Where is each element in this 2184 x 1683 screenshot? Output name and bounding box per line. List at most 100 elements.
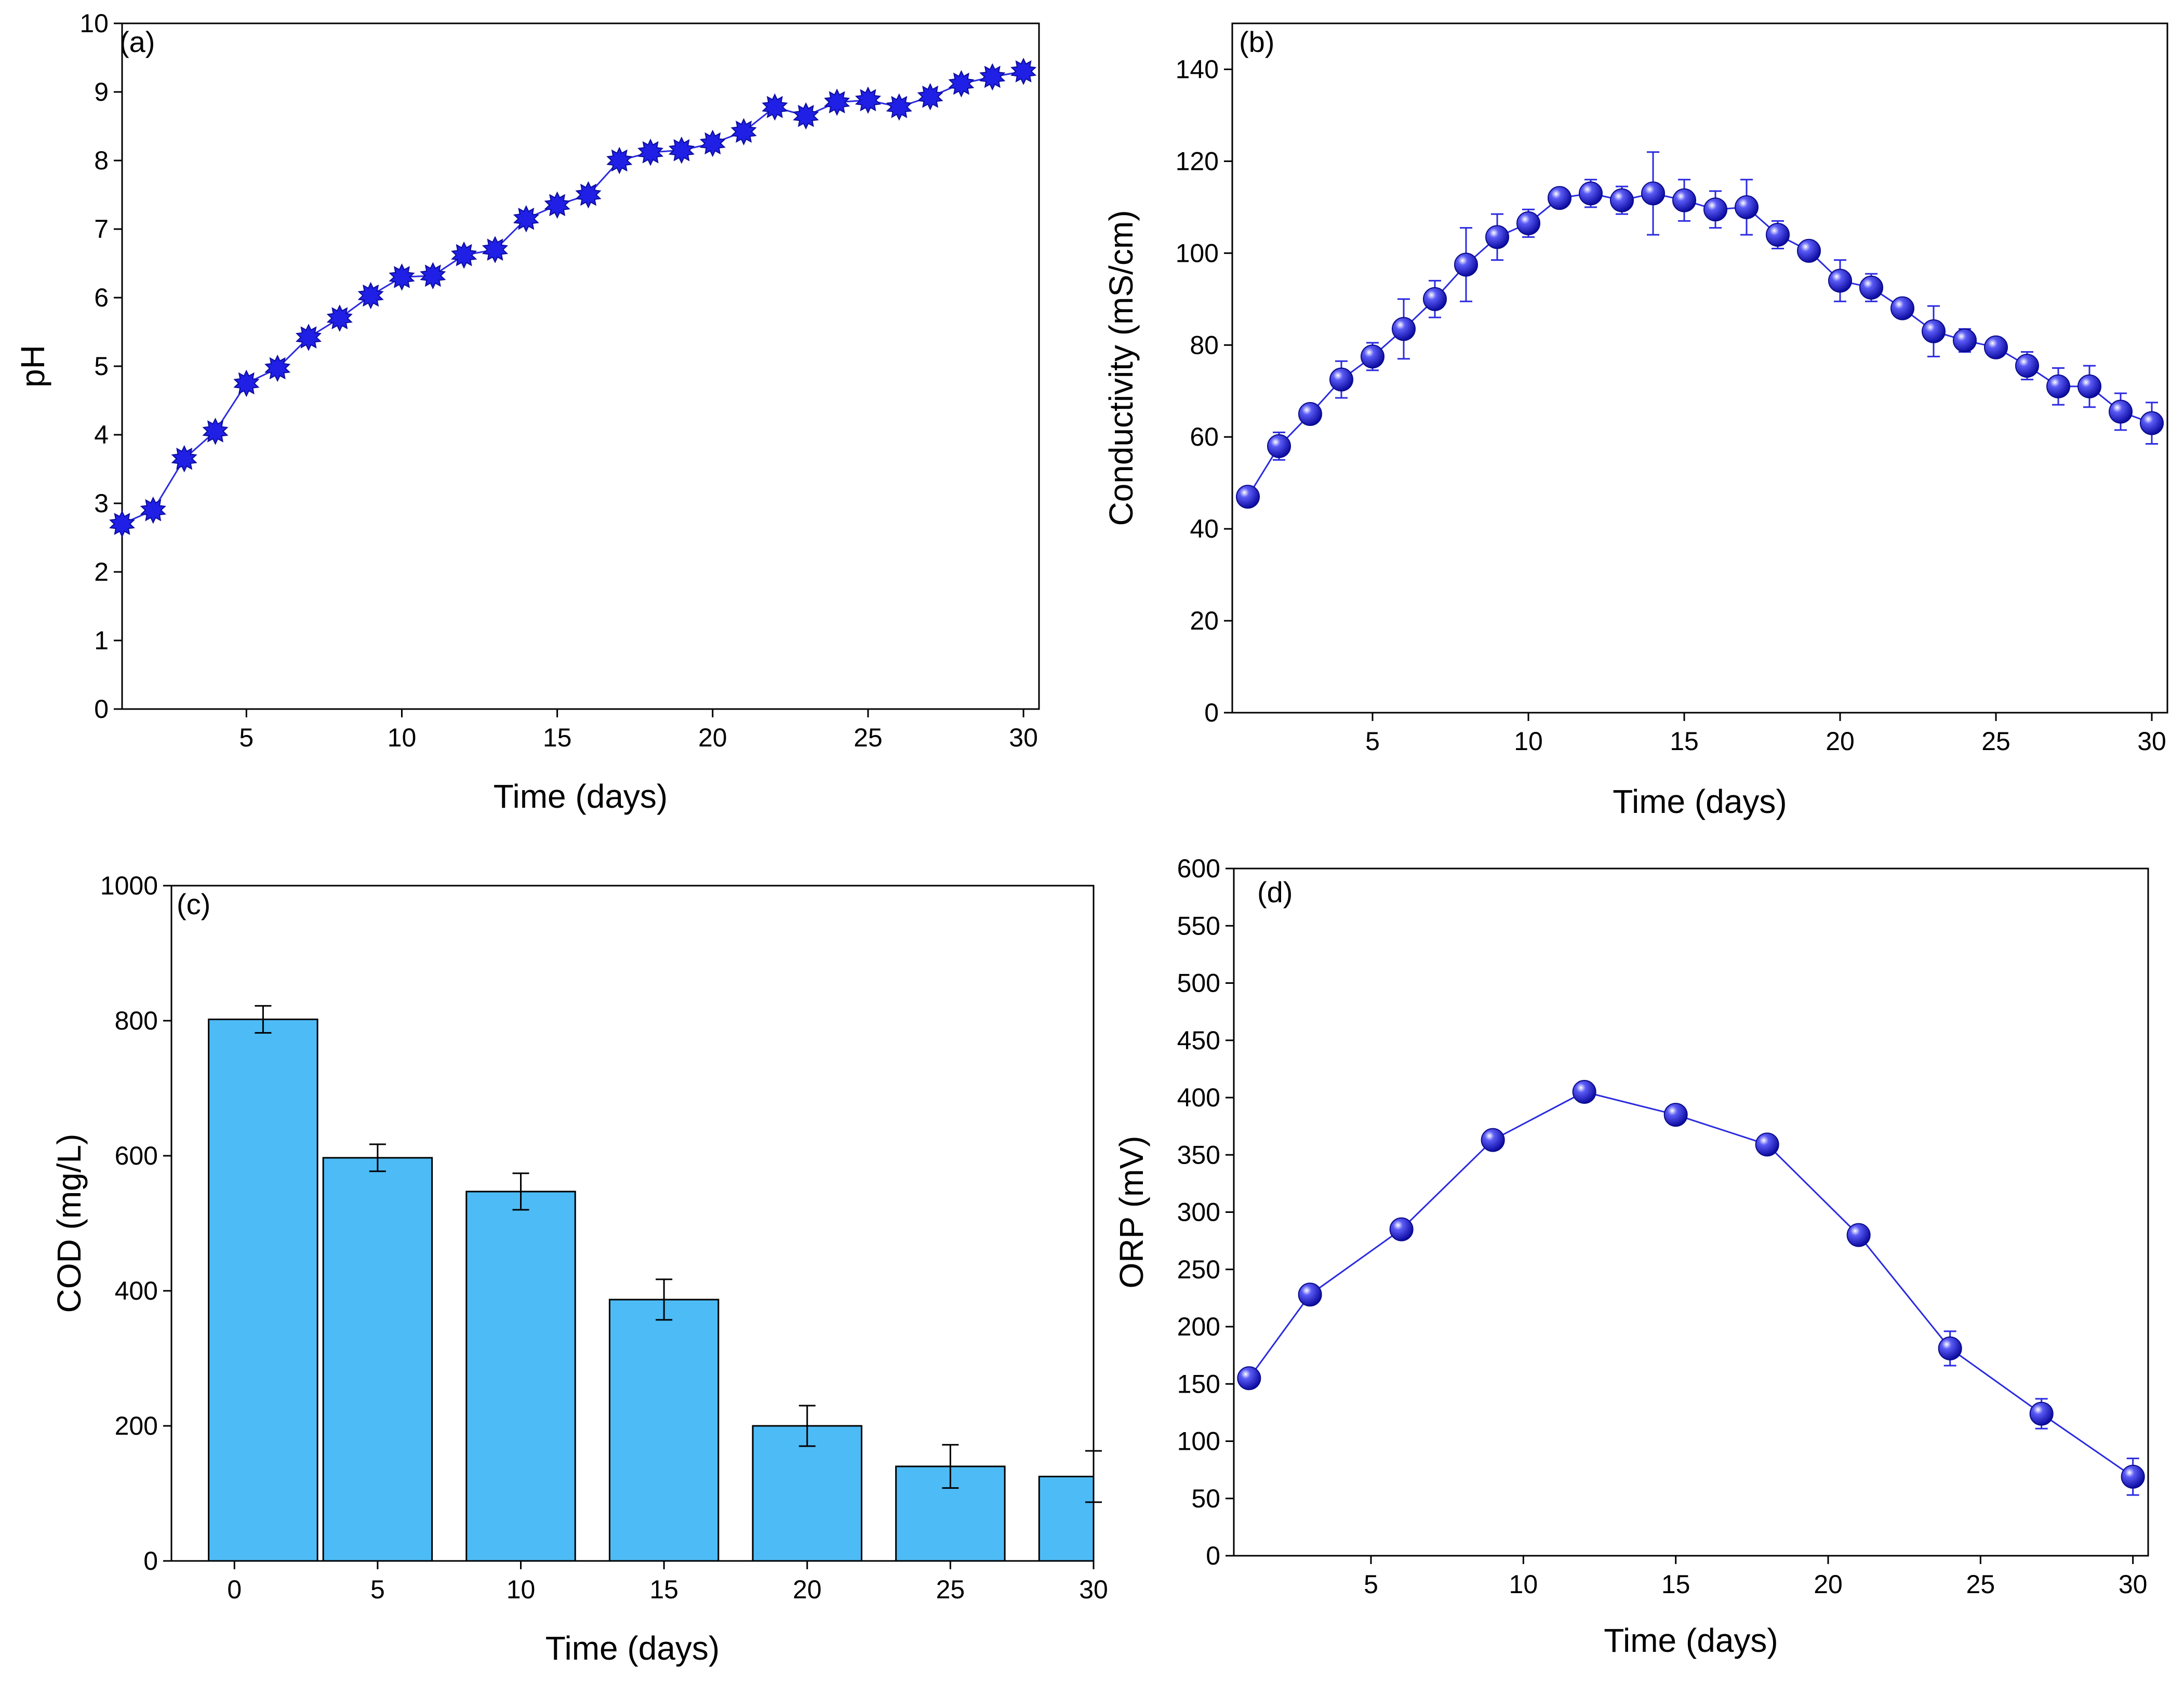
data-point[interactable] xyxy=(1423,287,1447,311)
data-point[interactable] xyxy=(264,354,291,382)
data-point[interactable] xyxy=(513,205,539,233)
data-point[interactable] xyxy=(357,282,384,310)
data-point[interactable] xyxy=(824,88,850,116)
y-tick-label: 500 xyxy=(1177,969,1220,998)
x-tick-label: 10 xyxy=(1514,727,1543,756)
data-point[interactable] xyxy=(1392,317,1416,341)
data-point[interactable] xyxy=(2109,399,2133,424)
data-point[interactable] xyxy=(1454,252,1478,277)
bar[interactable] xyxy=(322,1157,433,1562)
data-point[interactable] xyxy=(1572,1079,1596,1104)
data-point[interactable] xyxy=(1485,225,1509,249)
data-point[interactable] xyxy=(1236,485,1260,509)
data-point[interactable] xyxy=(451,241,477,269)
data-point[interactable] xyxy=(1481,1128,1505,1152)
x-tick-label: 5 xyxy=(1364,1570,1378,1599)
data-point[interactable] xyxy=(1828,269,1852,293)
data-point[interactable] xyxy=(1641,181,1665,206)
data-point[interactable] xyxy=(917,83,943,111)
y-tick-label: 300 xyxy=(1177,1198,1220,1227)
y-tick-label: 80 xyxy=(1190,330,1219,359)
x-tick-label: 15 xyxy=(649,1575,678,1604)
data-point[interactable] xyxy=(140,496,166,524)
data-point[interactable] xyxy=(482,236,509,263)
data-point[interactable] xyxy=(2046,374,2070,398)
data-point[interactable] xyxy=(1548,186,1572,210)
data-point[interactable] xyxy=(1237,1366,1261,1391)
data-point[interactable] xyxy=(762,93,788,121)
x-tick-label: 30 xyxy=(2119,1570,2148,1599)
data-point[interactable] xyxy=(2015,354,2039,378)
data-point[interactable] xyxy=(544,191,570,219)
data-point[interactable] xyxy=(1766,222,1790,247)
data-point[interactable] xyxy=(1922,319,1946,343)
data-point[interactable] xyxy=(1859,275,1883,300)
data-point[interactable] xyxy=(326,304,353,332)
data-point[interactable] xyxy=(1735,195,1759,219)
x-tick-label: 30 xyxy=(1079,1575,1108,1604)
data-point[interactable] xyxy=(1672,188,1696,212)
data-point[interactable] xyxy=(1361,344,1384,369)
data-point[interactable] xyxy=(1890,296,1914,320)
data-point[interactable] xyxy=(1298,402,1322,426)
data-point[interactable] xyxy=(575,181,602,209)
panel-label: (b) xyxy=(1239,25,1274,58)
data-point[interactable] xyxy=(606,146,633,175)
data-point[interactable] xyxy=(1298,1283,1322,1307)
data-point[interactable] xyxy=(2029,1401,2054,1426)
data-point[interactable] xyxy=(1579,181,1603,206)
data-point[interactable] xyxy=(1516,211,1540,235)
data-point[interactable] xyxy=(2121,1464,2145,1489)
y-tick-label: 7 xyxy=(94,215,109,244)
data-point[interactable] xyxy=(1610,188,1634,212)
panel-c: 0 5 10 15 20 25 30 0 200 400 600 800 1000 Time (days)… xyxy=(50,871,1108,1667)
y-tick-label: 0 xyxy=(94,694,109,724)
data-point[interactable] xyxy=(389,263,415,291)
data-point[interactable] xyxy=(233,369,260,397)
y-tick-label: 550 xyxy=(1177,911,1220,940)
data-point[interactable] xyxy=(1010,58,1037,85)
bar[interactable] xyxy=(608,1299,720,1562)
data-point[interactable] xyxy=(948,70,975,98)
data-point[interactable] xyxy=(886,93,912,121)
data-point[interactable] xyxy=(2078,374,2101,398)
data-point[interactable] xyxy=(793,102,819,130)
y-tick-label: 0 xyxy=(1206,1541,1220,1570)
panel-a: 5 10 15 20 25 30 0 1 2 3 4 5 6 7 8 9 10 Time (days) pH (a) xyxy=(14,9,1040,815)
data-point[interactable] xyxy=(202,418,229,445)
data-point[interactable] xyxy=(1703,197,1727,222)
data-point[interactable] xyxy=(1953,328,1977,353)
x-tick-label: 30 xyxy=(2137,727,2166,756)
bar[interactable] xyxy=(465,1191,576,1562)
data-point[interactable] xyxy=(1267,434,1291,458)
data-point[interactable] xyxy=(1663,1103,1688,1127)
data-point[interactable] xyxy=(699,129,726,157)
y-tick-label: 600 xyxy=(115,1141,158,1170)
data-point[interactable] xyxy=(295,324,322,351)
bar[interactable] xyxy=(1038,1476,1095,1562)
data-point[interactable] xyxy=(1755,1132,1779,1157)
data-point[interactable] xyxy=(637,138,664,166)
y-tick-label: 2 xyxy=(94,557,109,586)
y-axis-title: Conductivity (mS/cm) xyxy=(1102,210,1140,526)
data-point[interactable] xyxy=(1984,335,2008,359)
data-point[interactable] xyxy=(171,445,197,473)
y-tick-label: 150 xyxy=(1177,1369,1220,1398)
y-tick-label: 140 xyxy=(1176,55,1219,84)
data-point[interactable] xyxy=(2140,411,2164,435)
data-point[interactable] xyxy=(1846,1223,1871,1247)
x-axis-title: Time (days) xyxy=(1613,783,1787,820)
data-point[interactable] xyxy=(855,86,882,114)
data-point[interactable] xyxy=(1329,367,1353,392)
bar[interactable] xyxy=(208,1018,318,1562)
data-point[interactable] xyxy=(730,118,757,145)
data-point[interactable] xyxy=(668,136,695,164)
data-point[interactable] xyxy=(1797,238,1821,263)
data-point[interactable] xyxy=(979,63,1006,91)
y-tick-label: 1000 xyxy=(100,871,158,900)
data-point[interactable] xyxy=(1389,1217,1414,1241)
plot-frame xyxy=(1231,22,2168,714)
data-point[interactable] xyxy=(420,262,446,290)
data-point[interactable] xyxy=(1938,1336,1962,1360)
data-point[interactable] xyxy=(109,510,136,538)
